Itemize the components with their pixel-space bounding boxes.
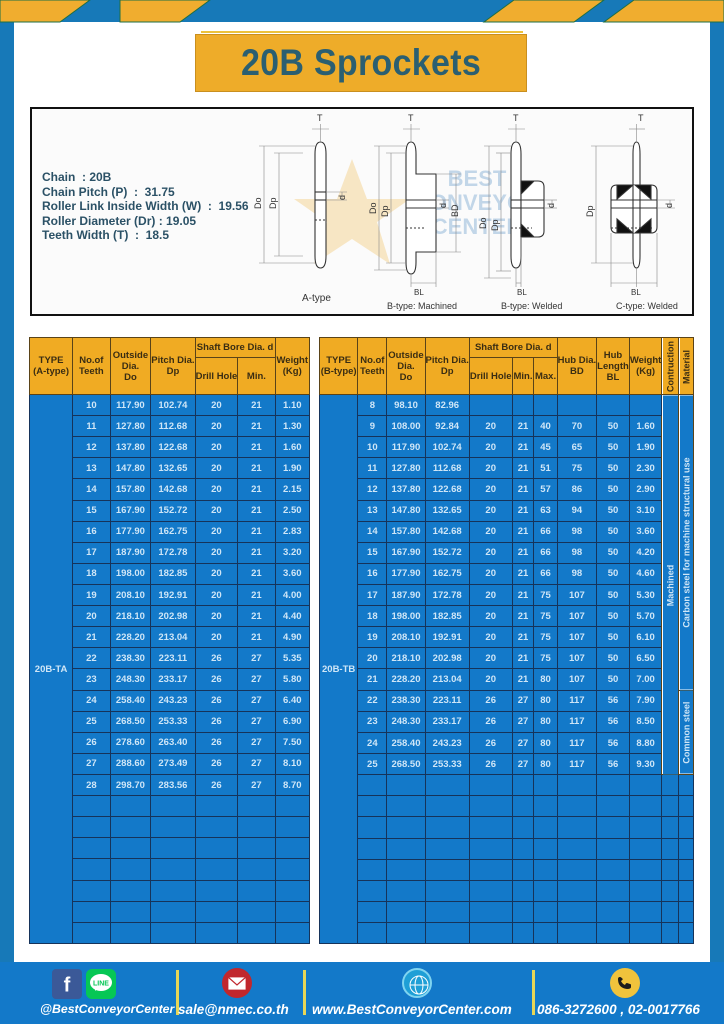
- svg-text:A-type: A-type: [302, 293, 331, 304]
- svg-text:B-type: Machined: B-type: Machined: [387, 301, 457, 311]
- svg-text:T: T: [408, 113, 414, 123]
- svg-text:Dp: Dp: [490, 219, 500, 231]
- svg-text:Dp: Dp: [380, 205, 390, 217]
- svg-text:Do: Do: [253, 197, 263, 209]
- svg-text:Dp: Dp: [268, 197, 278, 209]
- svg-text:Do: Do: [478, 217, 488, 229]
- svg-text:Dp: Dp: [585, 205, 595, 217]
- svg-text:C-type: Welded: C-type: Welded: [616, 301, 678, 311]
- svg-text:f: f: [64, 975, 71, 997]
- svg-text:LINE: LINE: [93, 981, 109, 988]
- svg-text:BL: BL: [517, 288, 527, 297]
- svg-text:B-type: Welded: B-type: Welded: [501, 301, 562, 311]
- svg-text:Do: Do: [368, 202, 378, 214]
- svg-text:d: d: [438, 203, 448, 208]
- svg-text:d: d: [546, 203, 556, 208]
- svg-text:BL: BL: [631, 288, 641, 297]
- svg-text:d: d: [337, 195, 347, 200]
- svg-text:BL: BL: [414, 288, 424, 297]
- svg-text:BD: BD: [450, 204, 460, 217]
- svg-text:T: T: [513, 113, 519, 123]
- svg-text:d: d: [664, 203, 674, 208]
- svg-text:T: T: [638, 113, 644, 123]
- svg-text:T: T: [317, 113, 323, 123]
